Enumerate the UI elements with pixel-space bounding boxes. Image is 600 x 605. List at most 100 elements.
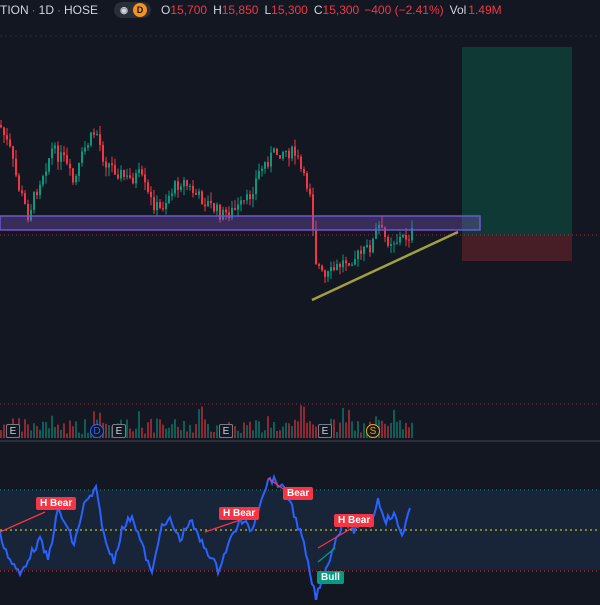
- bear-label[interactable]: Bear: [283, 487, 314, 500]
- h-bear-label[interactable]: H Bear: [334, 514, 375, 527]
- candle-body: [273, 148, 275, 153]
- volume-bar: [315, 426, 317, 438]
- candle-body: [78, 162, 80, 176]
- volume-bar: [288, 423, 290, 438]
- volume-bar: [300, 405, 302, 438]
- candle-body: [288, 150, 290, 159]
- candle-body: [249, 194, 251, 200]
- symbol-title[interactable]: TION · 1D · HOSE: [0, 3, 99, 17]
- candle-body: [132, 177, 134, 184]
- candle-body: [411, 228, 413, 241]
- candle-body: [63, 152, 65, 156]
- candle-body: [102, 144, 104, 162]
- volume-bar: [45, 422, 47, 438]
- earnings-marker[interactable]: E: [318, 424, 332, 438]
- volume-bar: [405, 422, 407, 438]
- candle-body: [96, 134, 98, 136]
- volume-bar: [126, 419, 128, 438]
- volume-bar: [108, 425, 110, 438]
- volume-bar: [207, 423, 209, 438]
- volume-bar: [141, 427, 143, 438]
- long-position-profit-zone[interactable]: [462, 47, 572, 235]
- candle-body: [312, 194, 314, 230]
- candle-body: [114, 165, 116, 175]
- volume-bar: [294, 419, 296, 438]
- legend-status-pill[interactable]: ◉ D: [114, 2, 152, 18]
- candle-body: [222, 209, 224, 220]
- volume-bar: [240, 432, 242, 438]
- candle-body: [150, 191, 152, 198]
- candle-body: [372, 238, 374, 253]
- candle-body: [234, 207, 236, 210]
- volume-bar: [177, 426, 179, 438]
- volume-bar: [408, 427, 410, 438]
- volume-bar: [78, 432, 80, 438]
- volume-bar: [24, 419, 26, 438]
- candle-body: [147, 182, 149, 192]
- candle-body: [36, 191, 38, 196]
- earnings-marker[interactable]: E: [219, 424, 233, 438]
- candle-body: [354, 259, 356, 265]
- volume-bar: [291, 425, 293, 438]
- rising-trendline[interactable]: [311, 230, 459, 302]
- h-bear-label[interactable]: H Bear: [36, 497, 77, 510]
- candle-body: [48, 158, 50, 172]
- candle-body: [237, 204, 239, 210]
- volume-bar: [63, 423, 65, 438]
- candle-body: [168, 195, 170, 203]
- candle-body: [87, 145, 89, 148]
- candle-body: [363, 246, 365, 254]
- volume-bar: [393, 409, 395, 438]
- long-position-stop-zone[interactable]: [462, 235, 572, 261]
- earnings-marker[interactable]: E: [112, 424, 126, 438]
- candle-body: [300, 156, 302, 170]
- candle-body: [264, 162, 266, 169]
- volume-bar: [204, 419, 206, 438]
- volume-bar: [162, 424, 164, 438]
- earnings-marker[interactable]: E: [6, 424, 20, 438]
- divergence-line-2: [204, 519, 241, 533]
- candle-body: [135, 173, 137, 184]
- support-zone-rectangle[interactable]: [0, 215, 481, 231]
- volume-bar: [33, 423, 35, 438]
- candle-body: [396, 242, 398, 244]
- candle-body: [66, 155, 68, 164]
- candle-body: [399, 236, 401, 243]
- volume-bar: [249, 421, 251, 438]
- divergence-line-1: [0, 511, 46, 533]
- volume-bar: [258, 421, 260, 438]
- volume-bar: [72, 426, 74, 438]
- volume-bar: [399, 420, 401, 438]
- candle-body: [18, 175, 20, 191]
- bull-label[interactable]: Bull: [317, 571, 344, 584]
- candle-body: [42, 175, 44, 185]
- volume-bar: [267, 416, 269, 438]
- candle-body: [384, 227, 386, 237]
- candle-body: [318, 264, 320, 266]
- high-label: H: [213, 3, 222, 17]
- volume-bar: [57, 424, 59, 438]
- candle-body: [69, 163, 71, 169]
- volume-bar: [276, 431, 278, 438]
- pane-separator: [0, 440, 600, 442]
- volume-bar: [213, 432, 215, 438]
- change-value: −400 (−2.41%): [364, 3, 444, 17]
- candle-body: [333, 267, 335, 271]
- volume-bar: [351, 421, 353, 438]
- candle-body: [255, 178, 257, 195]
- dividend-marker[interactable]: D: [90, 424, 104, 438]
- candle-body: [213, 203, 215, 212]
- candle-body: [240, 200, 242, 205]
- volume-bar: [60, 429, 62, 438]
- split-marker[interactable]: S: [366, 424, 380, 438]
- candle-body: [405, 235, 407, 240]
- volume-bar: [306, 422, 308, 438]
- volume-bar: [129, 428, 131, 438]
- volume-bar: [273, 422, 275, 438]
- h-bear-label[interactable]: H Bear: [219, 507, 260, 520]
- candle-body: [261, 168, 263, 171]
- candle-body: [327, 271, 329, 277]
- candle-body: [108, 163, 110, 168]
